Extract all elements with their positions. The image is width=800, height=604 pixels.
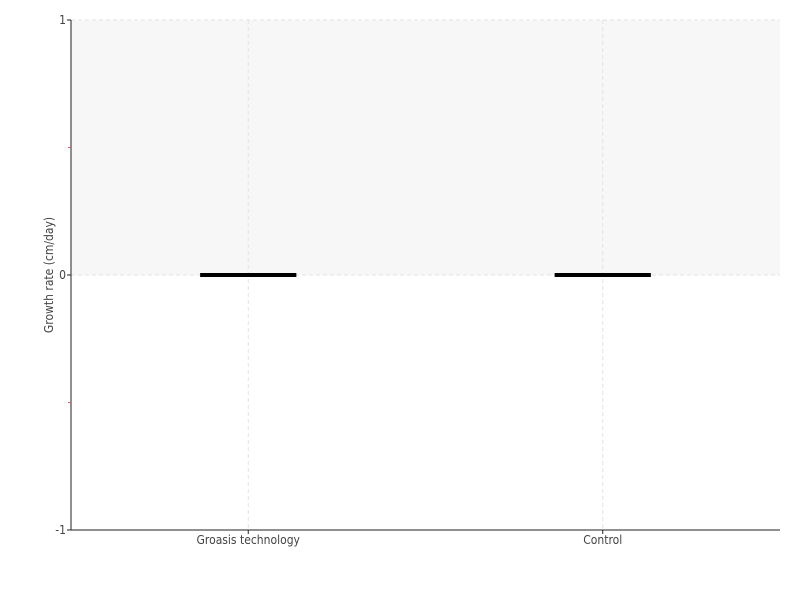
x-ticks: Groasis technology Control — [197, 530, 622, 547]
y-tick-label: 0 — [59, 268, 66, 282]
y-tick-label: 1 — [59, 13, 66, 27]
x-tick-label: Control — [583, 533, 622, 547]
y-ticks: 1 0 -1 — [55, 13, 71, 537]
y-axis-label: Growth rate (cm/day) — [42, 217, 56, 333]
y-tick-label: -1 — [55, 523, 66, 537]
boxes — [200, 273, 651, 277]
x-tick-label: Groasis technology — [197, 533, 301, 547]
positive-region-shade — [71, 20, 780, 275]
